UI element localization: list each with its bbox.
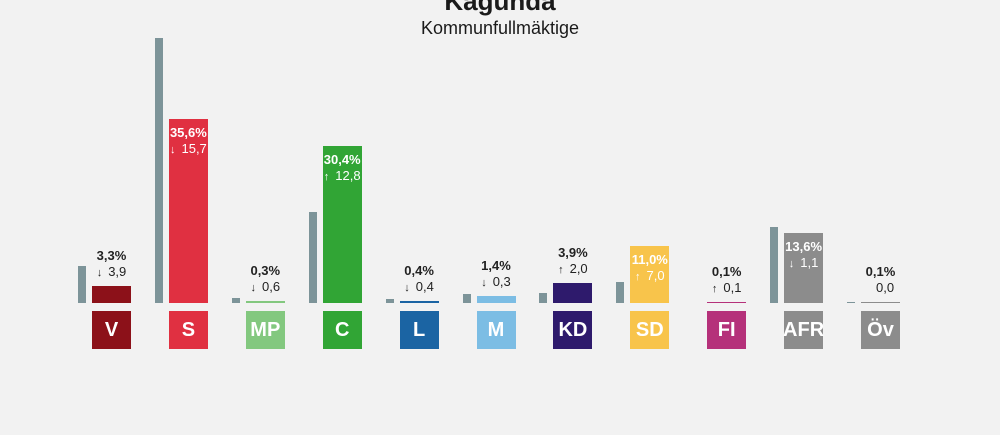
- percent-label: 1,4%: [481, 257, 511, 273]
- change-label: ↓ 15,7: [158, 141, 218, 158]
- change-label: ↓ 0,3: [466, 274, 526, 291]
- value-label-v: 3,3% ↓ 3,9: [82, 248, 142, 281]
- party-label-fi: FI: [707, 311, 747, 349]
- result-bar-s: [168, 119, 208, 303]
- previous-bar-l: [385, 298, 394, 303]
- arrow-up-icon: ↑: [558, 263, 564, 276]
- percent-label: 3,3%: [96, 247, 127, 263]
- party-label-kd: KD: [553, 311, 593, 349]
- change-label: ↓ 3,9: [82, 264, 142, 281]
- result-bar-ov: [861, 302, 900, 303]
- change-value: 1,1: [800, 254, 819, 270]
- change-value: 0,1: [723, 280, 742, 295]
- result-bar-c: [322, 145, 362, 303]
- percent-label: 30,4%: [323, 151, 361, 167]
- party-label-v: V: [92, 311, 131, 349]
- value-label-m: 1,4% ↓ 0,3: [466, 258, 526, 291]
- change-label: ↓ 0,6: [235, 279, 295, 296]
- change-value: 0,0: [875, 280, 895, 295]
- change-label: ↑ 0,1: [697, 280, 757, 297]
- percent-label: 0,3%: [250, 263, 281, 279]
- value-label-sd: 11,0% ↑ 7,0: [620, 252, 680, 285]
- result-bar-m: [476, 295, 516, 303]
- previous-bar-c: [308, 212, 317, 303]
- change-label: ↑ 7,0: [620, 268, 680, 285]
- no-change-spacer: [867, 281, 870, 297]
- party-label-mp: MP: [245, 311, 285, 349]
- arrow-down-icon: ↓: [404, 281, 410, 294]
- arrow-up-icon: ↑: [635, 271, 641, 284]
- result-bar-l: [399, 300, 439, 303]
- party-label-ov: Öv: [861, 311, 900, 349]
- change-value: 3,9: [108, 263, 127, 279]
- change-label: ↑ 2,0: [543, 261, 603, 278]
- previous-bar-s: [154, 38, 163, 303]
- percent-label: 0,4%: [404, 262, 434, 278]
- change-value: 15,7: [181, 141, 207, 157]
- arrow-down-icon: ↓: [481, 276, 487, 289]
- value-label-afr: 13,6% ↓ 1,1: [774, 239, 834, 272]
- previous-bar-ov: [847, 302, 855, 303]
- percent-label: 3,9%: [558, 244, 588, 260]
- value-label-fi: 0,1% ↑ 0,1: [697, 264, 757, 297]
- change-label: ↓ 0,4: [389, 279, 449, 296]
- value-label-ov: 0,1% 0,0: [851, 264, 911, 297]
- change-value: 0,4: [415, 278, 434, 294]
- percent-label: 35,6%: [169, 125, 207, 141]
- party-label-afr: AFR: [783, 311, 824, 349]
- arrow-down-icon: ↓: [169, 144, 176, 157]
- change-value: 0,3: [492, 273, 511, 289]
- result-bar-mp: [245, 301, 285, 303]
- change-value: 0,6: [262, 279, 281, 295]
- change-label: 0,0: [851, 280, 911, 297]
- party-label-sd: SD: [630, 311, 670, 349]
- result-bar-v: [92, 285, 131, 303]
- result-bar-kd: [553, 282, 593, 303]
- value-label-kd: 3,9% ↑ 2,0: [543, 245, 603, 278]
- change-value: 7,0: [646, 268, 665, 284]
- change-value: 2,0: [569, 260, 588, 276]
- change-label: ↓ 1,1: [774, 255, 834, 272]
- previous-bar-mp: [231, 298, 240, 303]
- party-label-s: S: [168, 311, 208, 349]
- percent-label: 13,6%: [785, 238, 823, 254]
- change-label: ↑ 12,8: [312, 168, 372, 185]
- percent-label: 11,0%: [631, 252, 668, 268]
- previous-bar-kd: [539, 293, 548, 303]
- value-label-c: 30,4% ↑ 12,8: [312, 152, 372, 185]
- chart-subtitle: Kommunfullmäktige: [420, 18, 580, 38]
- previous-bar-sd: [616, 282, 625, 303]
- party-label-c: C: [322, 311, 362, 349]
- arrow-down-icon: ↓: [788, 257, 795, 270]
- chart-title: Kagunda: [444, 0, 556, 16]
- result-bar-fi: [707, 302, 747, 303]
- arrow-down-icon: ↓: [250, 282, 257, 295]
- previous-bar-m: [462, 294, 471, 303]
- percent-label: 0,1%: [865, 264, 896, 279]
- previous-bar-v: [78, 265, 86, 303]
- value-label-s: 35,6% ↓ 15,7: [158, 125, 218, 158]
- arrow-up-icon: ↑: [711, 283, 718, 295]
- arrow-down-icon: ↓: [96, 266, 103, 279]
- arrow-up-icon: ↑: [323, 170, 330, 183]
- value-label-mp: 0,3% ↓ 0,6: [235, 263, 295, 296]
- change-value: 12,8: [335, 167, 361, 183]
- result-bar-sd: [630, 246, 670, 303]
- value-label-l: 0,4% ↓ 0,4: [389, 263, 449, 296]
- party-label-l: L: [399, 311, 439, 349]
- result-bar-afr: [784, 232, 824, 303]
- party-label-m: M: [476, 311, 516, 349]
- previous-bar-afr: [770, 227, 779, 303]
- percent-label: 0,1%: [711, 264, 742, 279]
